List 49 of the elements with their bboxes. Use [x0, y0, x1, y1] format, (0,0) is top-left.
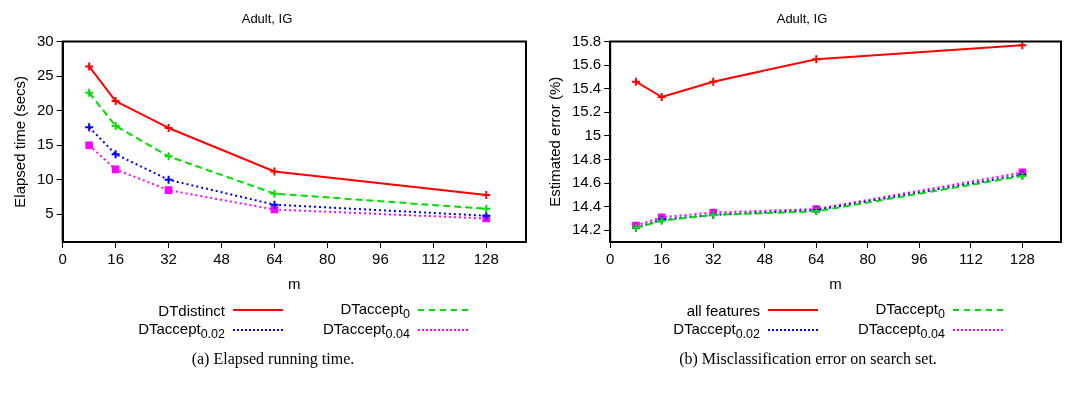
y-tick-label: 14.6 [571, 173, 602, 191]
text: (b) Misclassification error on search set. [678, 350, 938, 368]
legend-label: DTaccept$_{0}$ [875, 299, 945, 321]
y-tick-label: 14.4 [571, 196, 602, 214]
y-tick-label: 14.8 [571, 149, 602, 167]
x-tick-label: 32 [704, 250, 722, 268]
y-tick-label: 15.6 [571, 55, 602, 73]
x-tick-label: 112 [958, 250, 983, 268]
legend-label: DTaccept$_{0.02}$ [138, 319, 225, 341]
x-tick-label: 128 [473, 250, 499, 268]
legend-label: DTaccept$_{0.02}$ [673, 319, 760, 341]
legend-label: DTdistinct [158, 301, 225, 319]
legend-label: DTaccept$_{0.04}$ [858, 319, 945, 341]
y-tick-label: 15.8 [571, 31, 602, 49]
y-tick-label: 15 [584, 126, 602, 144]
x-axis-title: m [288, 275, 301, 293]
x-tick-label: 0 [606, 250, 615, 268]
text: (a) Elapsed running time. [190, 350, 356, 368]
y-tick-label: 10 [37, 169, 54, 187]
x-tick-label: 96 [372, 250, 389, 268]
x-tick-label: 48 [213, 250, 230, 268]
x-axis-title: m [829, 275, 842, 293]
y-tick-label: 15 [37, 135, 54, 153]
y-axis-title: Estimated error (%) [546, 76, 564, 207]
y-tick-label: 5 [45, 204, 54, 222]
chart-title: Adult, IG [241, 11, 293, 27]
x-tick-label: 80 [319, 250, 336, 268]
legend-label: all features [686, 301, 760, 319]
y-axis-title: Elapsed time (secs) [11, 75, 29, 208]
x-tick-label: 0 [58, 250, 67, 268]
y-tick-label: 25 [37, 66, 54, 84]
y-tick-label: 20 [37, 100, 54, 118]
y-tick-label: 14.2 [571, 220, 602, 238]
x-tick-label: 64 [266, 250, 283, 268]
legend-label: DTaccept$_{0.04}$ [323, 319, 410, 341]
x-tick-label: 112 [421, 250, 446, 268]
legend-label: DTaccept$_{0}$ [340, 299, 410, 321]
x-tick-label: 48 [756, 250, 774, 268]
x-tick-label: 80 [859, 250, 877, 268]
y-tick-label: 30 [37, 31, 54, 49]
x-tick-label: 16 [653, 250, 671, 268]
x-tick-label: 96 [910, 250, 928, 268]
y-tick-label: 15.4 [571, 78, 602, 96]
x-tick-label: 64 [807, 250, 825, 268]
x-tick-label: 16 [107, 250, 124, 268]
y-tick-label: 15.2 [571, 102, 602, 120]
x-tick-label: 128 [1009, 250, 1035, 268]
chart-title: Adult, IG [776, 11, 828, 27]
x-tick-label: 32 [160, 250, 177, 268]
